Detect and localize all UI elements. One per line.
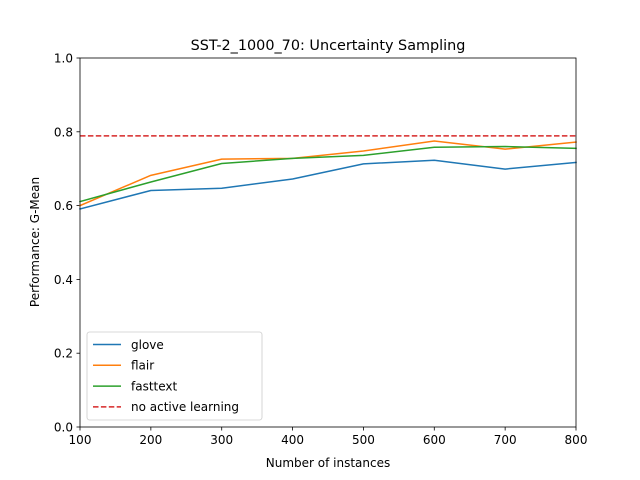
plot-area: 100 200 300 400 500 600 700 800 0.0 0.2 0.4 0.6 0.8 1… [54,52,588,448]
y-tick-label: 0.4 [54,273,73,287]
y-tick-label: 0.8 [54,125,73,139]
legend: glove flair fasttext no active learning [86,331,263,421]
y-tick-label: 0.0 [54,421,73,435]
y-tick-label: 0.2 [54,347,73,361]
series-line-fasttext [79,145,577,203]
x-tick-label: 300 [210,433,233,447]
y-tick-label: 0.6 [54,199,73,213]
x-tick-label: 500 [352,433,375,447]
legend-label: flair [131,359,154,373]
legend-label: no active learning [131,400,239,414]
y-tick-label: 1.0 [54,52,73,66]
axes-frame [79,57,577,428]
x-tick-label: 200 [139,433,162,447]
y-axis-label: Performance: G-Mean [28,177,42,307]
legend-label: fasttext [131,379,178,393]
series-line-flair [79,140,577,207]
x-tick-label: 700 [494,433,517,447]
chart-title: SST-2_1000_70: Uncertainty Sampling [191,38,466,54]
x-tick-label: 800 [565,433,588,447]
x-tick-label: 400 [281,433,304,447]
x-tick-label: 100 [69,433,92,447]
legend-label: glove [131,338,164,352]
legend-box [86,331,263,421]
series-line-glove [79,159,577,210]
x-axis-label: Number of instances [266,456,391,470]
x-tick-label: 600 [423,433,446,447]
